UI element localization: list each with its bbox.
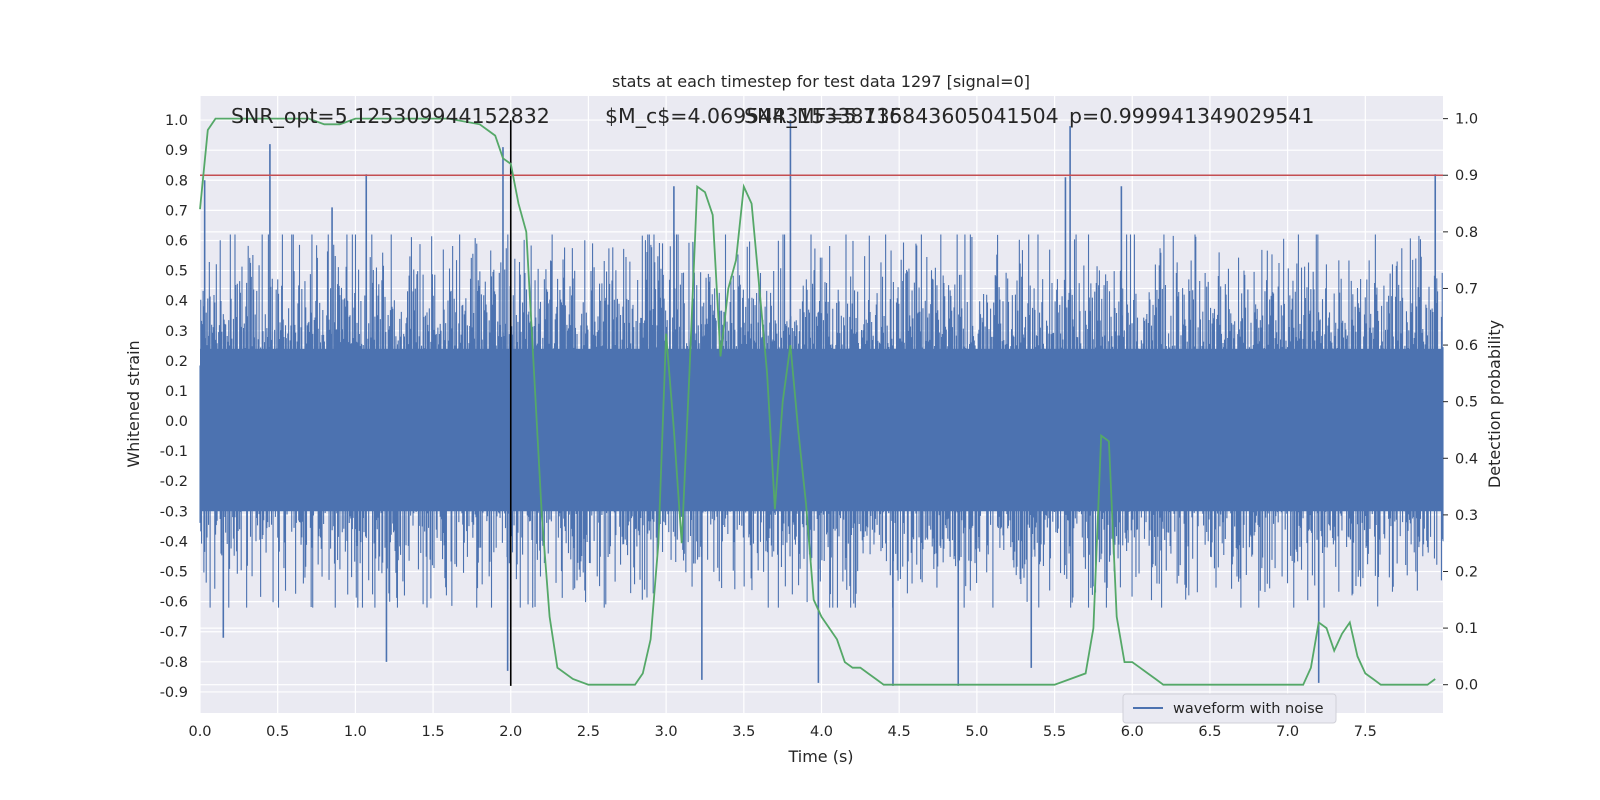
y-right-tick-label: 0.9 bbox=[1455, 168, 1478, 184]
x-tick-label: 7.5 bbox=[1354, 724, 1377, 740]
y-tick-label: -0.9 bbox=[160, 685, 188, 701]
x-tick-label: 4.0 bbox=[810, 724, 833, 740]
y-tick-label: -0.4 bbox=[160, 534, 188, 550]
y-tick-label: -0.7 bbox=[160, 625, 188, 641]
y-tick-label: 1.0 bbox=[165, 113, 188, 129]
x-tick-label: 3.0 bbox=[655, 724, 678, 740]
y-tick-label: 0.1 bbox=[165, 384, 188, 400]
y-right-tick-label: 0.4 bbox=[1455, 451, 1478, 467]
y-right-tick-label: 0.8 bbox=[1455, 225, 1478, 241]
x-tick-label: 0.5 bbox=[266, 724, 289, 740]
x-tick-label: 1.5 bbox=[422, 724, 445, 740]
y-right-axis-label: Detection probability bbox=[1485, 320, 1504, 488]
y-right-tick-label: 0.0 bbox=[1455, 678, 1478, 694]
y-tick-label: 0.9 bbox=[165, 143, 188, 159]
x-tick-label: 5.0 bbox=[965, 724, 988, 740]
y-tick-label: 0.8 bbox=[165, 173, 188, 189]
x-tick-label: 6.0 bbox=[1121, 724, 1144, 740]
annotation-snr-mf: SNR_MF=5.716843605041504 bbox=[744, 104, 1059, 129]
y-tick-label: 0.7 bbox=[165, 203, 188, 219]
y-right-tick-label: 0.5 bbox=[1455, 395, 1478, 411]
y-tick-label: -0.6 bbox=[160, 595, 188, 611]
y-tick-label: 0.6 bbox=[165, 233, 188, 249]
y-tick-label: -0.5 bbox=[160, 565, 188, 581]
y-tick-label: 0.0 bbox=[165, 414, 188, 430]
x-tick-labels: 0.0 0.5 1.0 1.5 2.0 2.5 3.0 3.5 4.0 4.5 5.0 5.5 6.0 6… bbox=[188, 724, 1376, 740]
y-tick-label: -0.2 bbox=[160, 474, 188, 490]
y-right-tick-label: 0.7 bbox=[1455, 281, 1478, 297]
x-tick-label: 4.5 bbox=[888, 724, 911, 740]
y-tick-label: 0.2 bbox=[165, 354, 188, 370]
y-tick-label: 0.3 bbox=[165, 324, 188, 340]
x-tick-label: 3.5 bbox=[732, 724, 755, 740]
detection-probability-line bbox=[199, 117, 1436, 686]
waveform-noise-core bbox=[200, 348, 1443, 512]
y-tick-label: -0.3 bbox=[160, 504, 188, 520]
chart-title: stats at each timestep for test data 129… bbox=[612, 72, 1030, 91]
x-tick-label: 2.5 bbox=[577, 724, 600, 740]
x-axis-label: Time (s) bbox=[787, 747, 853, 766]
legend: waveform with noise bbox=[1122, 693, 1337, 724]
x-tick-label: 2.0 bbox=[499, 724, 522, 740]
y-right-tick-label: 0.1 bbox=[1455, 621, 1478, 637]
x-tick-label: 5.5 bbox=[1043, 724, 1066, 740]
annotation-p-value: p=0.999941349029541 bbox=[1069, 104, 1314, 128]
y-axis-label: Whitened strain bbox=[124, 340, 143, 467]
y-right-tick-label: 0.2 bbox=[1455, 564, 1478, 580]
y-tick-label: 0.5 bbox=[165, 264, 188, 280]
annotation-snr-opt: SNR_opt=5.125309944152832 bbox=[231, 104, 550, 129]
x-tick-label: 1.0 bbox=[344, 724, 367, 740]
x-tick-label: 7.0 bbox=[1276, 724, 1299, 740]
y-right-tick-label: 0.3 bbox=[1455, 508, 1478, 524]
y-right-tick-label: 0.6 bbox=[1455, 338, 1478, 354]
y-left-tick-labels: 1.0 0.9 0.8 0.7 0.6 0.5 0.4 0.3 0.2 0.1 0.0 -0.1 -0.… bbox=[160, 113, 188, 701]
x-tick-label: 0.0 bbox=[188, 724, 211, 740]
y-tick-label: -0.1 bbox=[160, 444, 188, 460]
annotation-chirp-mass: $M_c$=4.069544315338135 bbox=[605, 104, 903, 129]
y-tick-label: 0.4 bbox=[165, 294, 188, 310]
legend-box bbox=[1122, 693, 1337, 724]
y-right-tick-labels: 1.0 0.9 0.8 0.7 0.6 0.5 0.4 0.3 0.2 0.1 0.0 bbox=[1443, 112, 1478, 694]
legend-label: waveform with noise bbox=[1173, 701, 1324, 717]
waveform-series bbox=[199, 120, 1444, 686]
x-tick-label: 6.5 bbox=[1198, 724, 1221, 740]
y-right-tick-label: 1.0 bbox=[1455, 112, 1478, 128]
y-tick-label: -0.8 bbox=[160, 655, 188, 671]
